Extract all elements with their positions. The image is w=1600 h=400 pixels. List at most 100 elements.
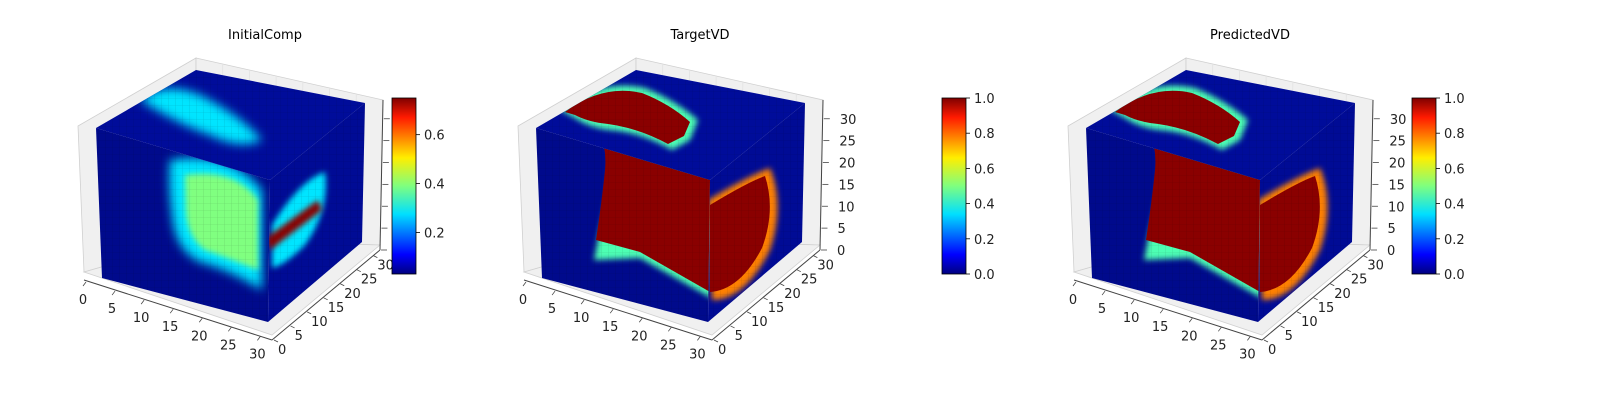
y-tick-mark bbox=[713, 339, 719, 343]
colorbar-tick-label: 0.4 bbox=[424, 178, 445, 193]
x-tick-label: 25 bbox=[660, 338, 677, 353]
y-tick-mark bbox=[340, 283, 345, 287]
chart-title: InitialComp bbox=[228, 28, 302, 43]
z-tick-label: 0 bbox=[837, 244, 845, 259]
x-tick-mark bbox=[1101, 290, 1106, 296]
voxel-grid bbox=[96, 70, 365, 180]
y-tick-label: 15 bbox=[1318, 301, 1335, 316]
colorbar-tick-label: 0.0 bbox=[1444, 268, 1465, 283]
y-tick-mark bbox=[323, 297, 328, 301]
voxel-grid bbox=[708, 103, 805, 322]
x-tick-mark bbox=[667, 327, 672, 332]
x-tick-mark bbox=[638, 318, 643, 323]
x-axis-line bbox=[523, 279, 713, 341]
y-tick-label: 30 bbox=[1367, 259, 1384, 274]
y-tick-label: 20 bbox=[344, 287, 361, 302]
x-axis-line bbox=[83, 279, 273, 341]
x-tick-mark bbox=[198, 318, 203, 323]
y-tick-mark bbox=[1280, 325, 1285, 329]
y-tick-label: 10 bbox=[311, 315, 328, 330]
colorbar-tick-label: 1.0 bbox=[1444, 92, 1465, 107]
x-tick-label: 20 bbox=[1181, 329, 1198, 344]
y-tick-mark bbox=[290, 325, 295, 329]
y-tick-mark bbox=[763, 297, 768, 301]
y-tick-label: 5 bbox=[735, 329, 743, 344]
x-tick-mark bbox=[697, 336, 701, 341]
x-tick-mark bbox=[609, 308, 614, 314]
y-tick-mark bbox=[1363, 255, 1368, 258]
colorbar-tick-label: 1.0 bbox=[974, 92, 995, 107]
y-tick-label: 0 bbox=[278, 343, 286, 358]
colorbar-tick-label: 0.6 bbox=[1444, 162, 1465, 177]
x-tick-mark bbox=[227, 327, 232, 332]
y-tick-mark bbox=[780, 283, 785, 287]
x-tick-mark bbox=[1188, 318, 1193, 323]
y-tick-mark bbox=[373, 255, 378, 258]
z-tick-label: 30 bbox=[1390, 113, 1407, 128]
y-tick-mark bbox=[1346, 269, 1351, 273]
x-tick-mark bbox=[580, 299, 585, 305]
y-tick-label: 15 bbox=[768, 301, 785, 316]
y-tick-mark bbox=[813, 255, 818, 258]
x-tick-label: 25 bbox=[1210, 338, 1227, 353]
y-tick-label: 25 bbox=[801, 273, 818, 288]
voxel-grid bbox=[1086, 70, 1355, 180]
x-tick-mark bbox=[1130, 299, 1135, 305]
y-tick-label: 0 bbox=[718, 343, 726, 358]
voxel-grid bbox=[536, 128, 710, 322]
x-tick-mark bbox=[111, 290, 116, 296]
y-tick-label: 10 bbox=[751, 315, 768, 330]
chart-title: PredictedVD bbox=[1210, 28, 1290, 43]
x-tick-mark bbox=[1247, 336, 1251, 341]
y-tick-label: 5 bbox=[1285, 329, 1293, 344]
y-tick-mark bbox=[746, 311, 752, 315]
y-tick-label: 30 bbox=[377, 259, 394, 274]
x-tick-label: 15 bbox=[1152, 320, 1169, 335]
y-tick-label: 30 bbox=[817, 259, 834, 274]
z-tick-label: 25 bbox=[1389, 135, 1406, 150]
voxel-grid bbox=[268, 103, 365, 322]
colorbar-tick-label: 0.2 bbox=[424, 226, 445, 241]
x-tick-label: 15 bbox=[602, 320, 619, 335]
x-tick-mark bbox=[140, 299, 145, 305]
x-tick-label: 10 bbox=[133, 311, 150, 326]
z-tick-label: 15 bbox=[1388, 178, 1405, 193]
chart-title: TargetVD bbox=[669, 28, 729, 43]
z-tick-label: 25 bbox=[839, 135, 856, 150]
y-tick-label: 5 bbox=[295, 329, 303, 344]
x-tick-label: 5 bbox=[548, 302, 556, 317]
z-axis-line bbox=[379, 99, 384, 251]
x-tick-label: 5 bbox=[108, 302, 116, 317]
z-tick-label: 0 bbox=[1387, 244, 1395, 259]
voxel-grid bbox=[536, 70, 805, 180]
y-tick-mark bbox=[1330, 283, 1335, 287]
x-tick-label: 0 bbox=[79, 293, 87, 308]
z-tick-label: 10 bbox=[838, 200, 855, 215]
y-tick-mark bbox=[306, 311, 312, 315]
y-tick-mark bbox=[1263, 339, 1269, 343]
x-tick-mark bbox=[522, 281, 527, 287]
x-tick-label: 20 bbox=[631, 329, 648, 344]
y-axis-line bbox=[1261, 249, 1371, 341]
y-tick-label: 10 bbox=[1301, 315, 1318, 330]
y-tick-label: 20 bbox=[784, 287, 801, 302]
voxel-grid bbox=[96, 128, 270, 322]
colorbar-tick-label: 0.8 bbox=[974, 127, 995, 142]
x-tick-label: 20 bbox=[191, 329, 208, 344]
x-tick-label: 5 bbox=[1098, 302, 1106, 317]
x-tick-label: 25 bbox=[220, 338, 237, 353]
colorbar-tick-label: 0.4 bbox=[974, 198, 995, 213]
colorbar-tick-label: 0.6 bbox=[974, 162, 995, 177]
colorbar-tick-label: 0.0 bbox=[974, 268, 995, 283]
colorbar bbox=[391, 97, 417, 275]
x-tick-mark bbox=[1217, 327, 1222, 332]
x-tick-label: 0 bbox=[519, 293, 527, 308]
z-axis-line bbox=[819, 99, 824, 251]
y-tick-label: 25 bbox=[361, 273, 378, 288]
z-tick-label: 5 bbox=[1387, 222, 1395, 237]
x-tick-mark bbox=[82, 281, 87, 287]
x-tick-mark bbox=[1072, 281, 1077, 287]
